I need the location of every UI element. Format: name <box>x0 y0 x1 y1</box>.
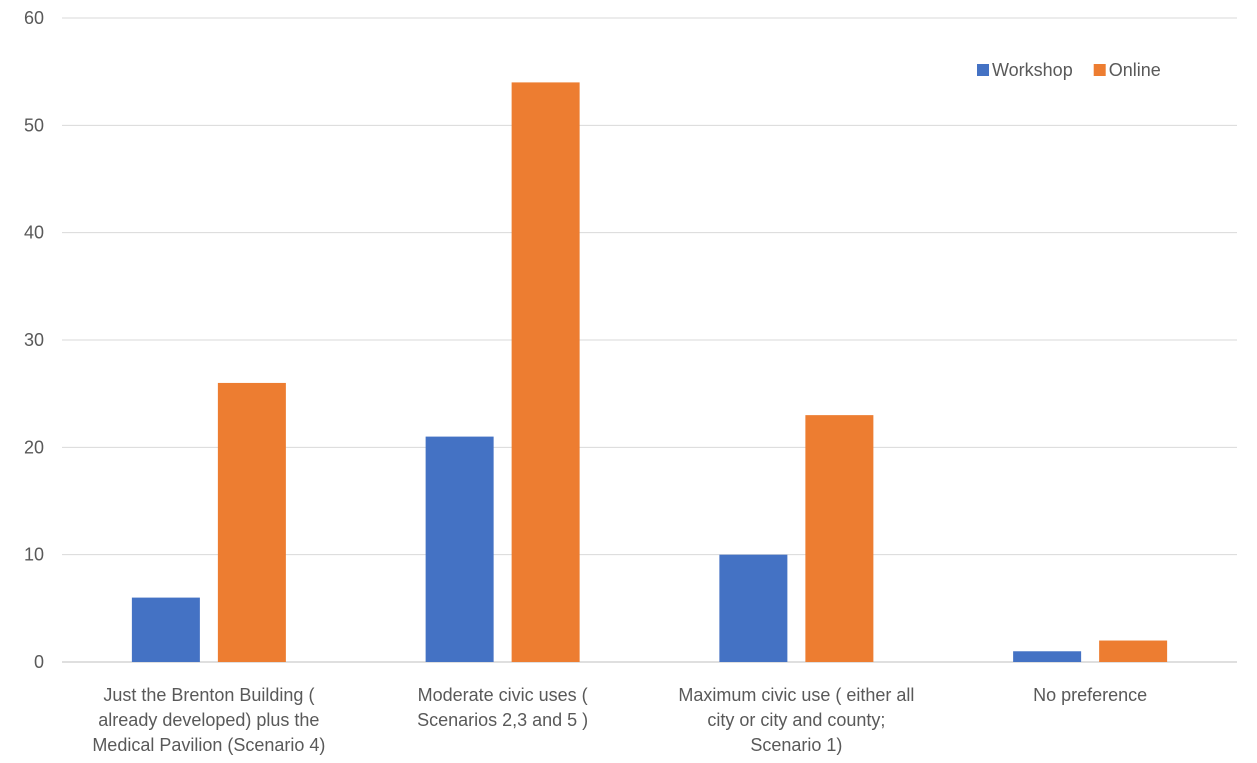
bar-online-2 <box>805 415 874 662</box>
legend: Workshop Online <box>977 60 1161 80</box>
y-tick-label: 30 <box>24 330 44 350</box>
legend-swatch-workshop <box>977 64 989 76</box>
x-category-label: city or city and county; <box>707 710 885 730</box>
x-category-label: Scenario 1) <box>750 735 842 755</box>
y-tick-label: 50 <box>24 115 44 135</box>
bar-online-3 <box>1099 640 1168 662</box>
bars <box>131 82 1168 662</box>
bar-online-1 <box>511 82 580 662</box>
y-tick-label: 40 <box>24 223 44 243</box>
x-category-label: Scenarios 2,3 and 5 ) <box>417 710 588 730</box>
y-tick-label: 10 <box>24 545 44 565</box>
x-category-label: Moderate civic uses ( <box>418 685 588 705</box>
x-category-label: Maximum civic use ( either all <box>678 685 914 705</box>
x-axis-labels: Just the Brenton Building ( already devel… <box>92 685 1147 755</box>
x-category-label: already developed) plus the <box>98 710 319 730</box>
y-tick-label: 0 <box>34 652 44 672</box>
x-category-label: No preference <box>1033 685 1147 705</box>
x-category-label: Medical Pavilion (Scenario 4) <box>92 735 325 755</box>
y-tick-label: 20 <box>24 437 44 457</box>
legend-label-workshop: Workshop <box>992 60 1073 80</box>
bar-workshop-0 <box>131 597 200 662</box>
y-axis-ticks: 0 10 20 30 40 50 60 <box>24 8 44 672</box>
y-tick-label: 60 <box>24 8 44 28</box>
bar-online-0 <box>217 382 286 662</box>
legend-swatch-online <box>1093 64 1106 76</box>
bar-workshop-1 <box>425 436 494 662</box>
bar-workshop-2 <box>719 554 788 662</box>
bar-workshop-3 <box>1013 651 1082 662</box>
x-category-label: Just the Brenton Building ( <box>103 685 314 705</box>
legend-label-online: Online <box>1109 60 1161 80</box>
